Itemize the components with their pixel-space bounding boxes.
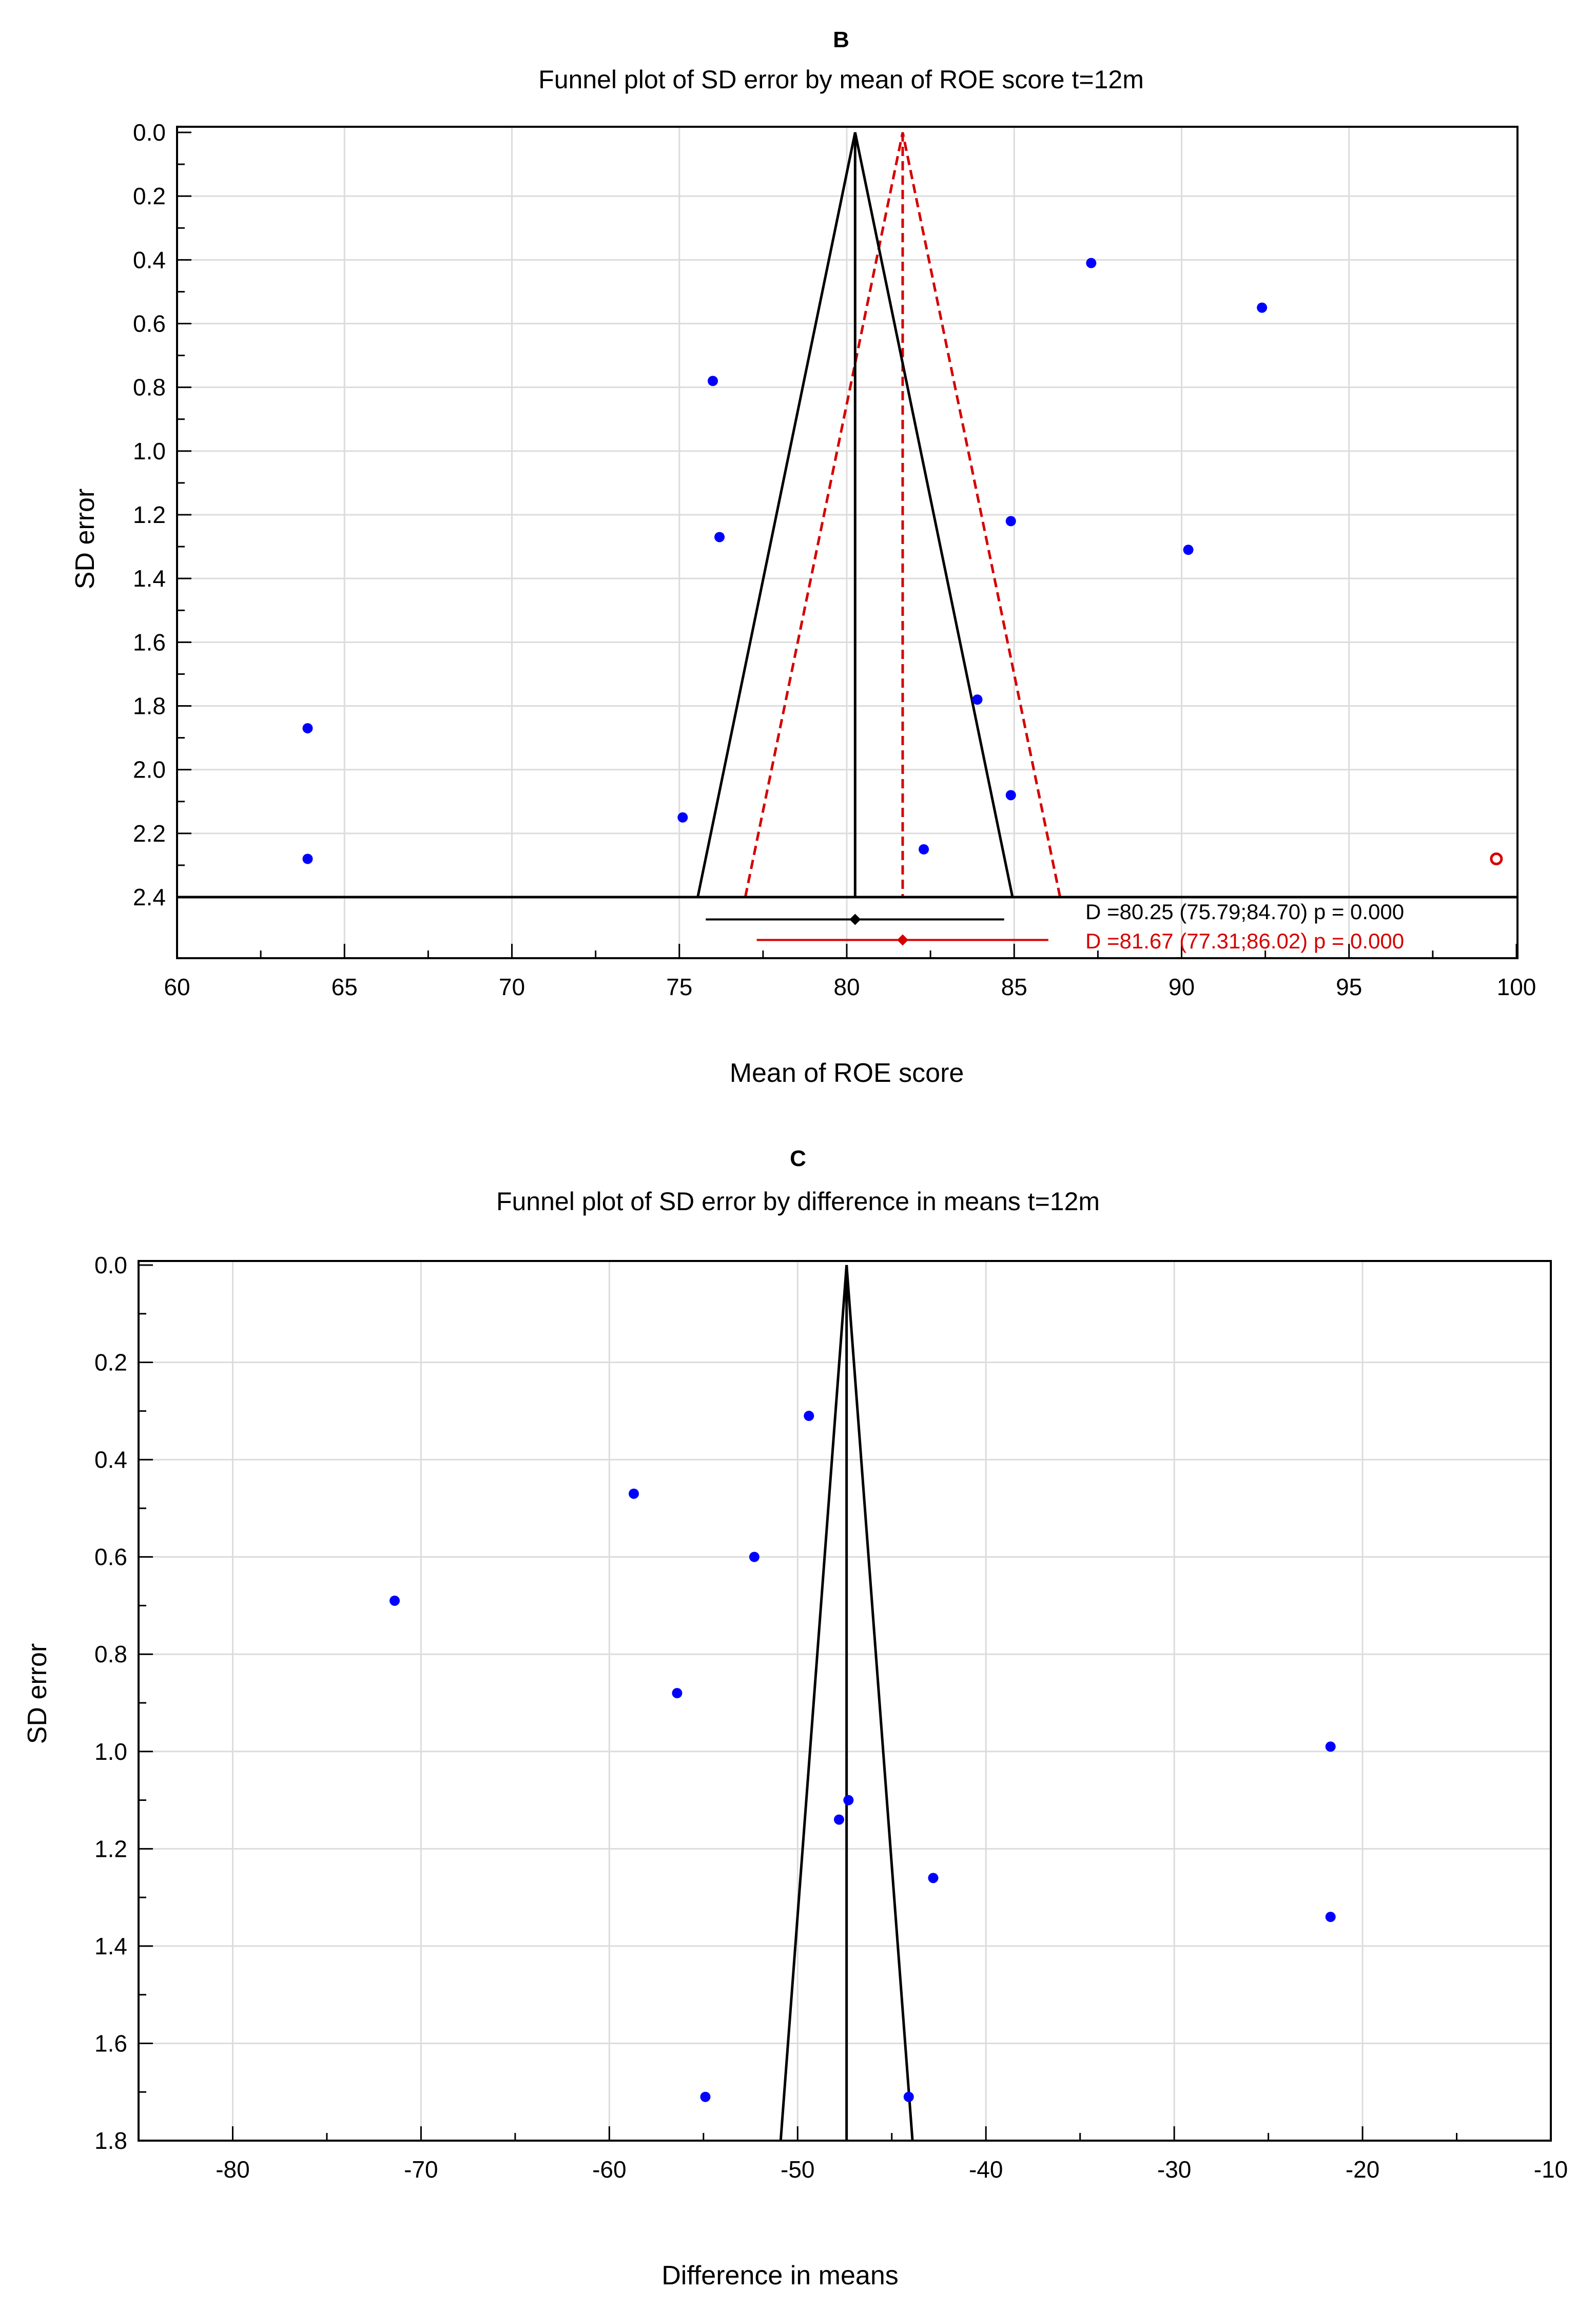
x-tick-label: -80 <box>216 2156 249 2183</box>
y-tick-label: 0.4 <box>133 246 166 273</box>
study-point <box>672 1688 683 1699</box>
study-point <box>833 1814 844 1825</box>
study-point <box>1325 1741 1336 1752</box>
study-point <box>1005 790 1016 801</box>
y-tick-label: 1.0 <box>133 438 166 464</box>
x-tick-label: 65 <box>332 974 358 1000</box>
y-tick-label: 0.2 <box>133 183 166 209</box>
y-tick-label: 0.0 <box>94 1252 127 1278</box>
y-tick-label: 0.4 <box>94 1446 127 1473</box>
y-tick-label: 1.8 <box>94 2127 127 2154</box>
panel-b-x-axis-label: Mean of ROE score <box>730 1058 964 1088</box>
y-tick-label: 2.4 <box>133 884 166 910</box>
study-point <box>903 2091 914 2102</box>
panel-b-pooled-label-fixed: D =80.25 (75.79;84.70) p = 0.000 <box>1085 900 1404 924</box>
x-tick-label: -40 <box>969 2156 1003 2183</box>
panel-b-pooled-label-adjusted: D =81.67 (77.31;86.02) p = 0.000 <box>1085 929 1404 953</box>
study-point <box>1257 302 1268 313</box>
x-tick-label: -60 <box>592 2156 626 2183</box>
study-point <box>390 1595 400 1606</box>
x-tick-label: -50 <box>781 2156 814 2183</box>
x-tick-label: -10 <box>1534 2156 1568 2183</box>
panel-b-study-points <box>302 258 1503 865</box>
y-tick-label: 2.0 <box>133 756 166 783</box>
y-tick-label: 0.6 <box>94 1544 127 1570</box>
study-point <box>843 1795 854 1806</box>
x-tick-label: 90 <box>1169 974 1195 1000</box>
y-tick-label: 1.2 <box>94 1835 127 1862</box>
panel-b-y-axis-label: SD error <box>70 489 100 589</box>
y-tick-label: 2.2 <box>133 820 166 847</box>
study-point <box>1183 545 1194 555</box>
x-tick-label: -30 <box>1157 2156 1191 2183</box>
panel-b-plot-frame <box>176 126 1519 959</box>
panel-b-pooled-estimates <box>706 914 1048 946</box>
y-tick-label: 1.6 <box>94 2030 127 2056</box>
panel-b-title: Funnel plot of SD error by mean of ROE s… <box>538 65 1144 94</box>
panel-c-plot-frame <box>138 1260 1552 2142</box>
study-point <box>972 694 983 705</box>
x-tick-label: -70 <box>404 2156 438 2183</box>
panel-c-funnel <box>779 1265 914 2141</box>
study-point <box>302 853 313 864</box>
y-tick-label: 1.4 <box>94 1933 127 1959</box>
study-point <box>708 376 718 386</box>
x-tick-label: 100 <box>1497 974 1536 1000</box>
y-tick-label: 0.2 <box>94 1349 127 1376</box>
y-tick-label: 0.6 <box>133 310 166 337</box>
y-tick-label: 0.8 <box>133 374 166 401</box>
y-tick-label: 1.2 <box>133 501 166 528</box>
study-point <box>629 1488 639 1499</box>
study-point <box>804 1410 814 1421</box>
panel-c-gridlines <box>139 1261 1551 2141</box>
x-tick-label: 95 <box>1336 974 1362 1000</box>
panel-c-study-points <box>390 1410 1336 2102</box>
study-point <box>1005 516 1016 527</box>
x-tick-label: 80 <box>833 974 860 1000</box>
panel-c-x-axis-label: Difference in means <box>661 2261 899 2290</box>
study-point <box>677 812 688 823</box>
y-tick-label: 1.4 <box>133 565 166 592</box>
panel-c-y-axis-label: SD error <box>23 1643 52 1744</box>
x-tick-label: 85 <box>1001 974 1027 1000</box>
y-tick-label: 0.0 <box>133 119 166 146</box>
panel-c: C Funnel plot of SD error by difference … <box>23 1146 1568 2290</box>
y-tick-label: 1.6 <box>133 629 166 655</box>
study-point <box>749 1551 760 1562</box>
study-point <box>700 2091 711 2102</box>
panel-b: B Funnel plot of SD error by mean of ROE… <box>70 27 1536 1088</box>
panel-c-ticks: -80 -70 -60 -50 -40 -30 -20 -10 0.0 0.2 0.4 0.6 0.8 1… <box>94 1252 1568 2183</box>
study-point <box>1325 1912 1336 1923</box>
panel-b-gridlines <box>177 127 1517 958</box>
study-point <box>928 1873 939 1884</box>
x-tick-label: -20 <box>1346 2156 1379 2183</box>
x-tick-label: 75 <box>666 974 692 1000</box>
panel-c-label: C <box>790 1146 806 1171</box>
imputed-study-point <box>1490 852 1503 865</box>
x-tick-label: 60 <box>164 974 190 1000</box>
y-tick-label: 0.8 <box>94 1641 127 1667</box>
panel-b-funnels <box>177 132 1517 899</box>
pooled-estimate-diamond <box>897 934 908 946</box>
x-tick-label: 70 <box>499 974 525 1000</box>
y-tick-label: 1.8 <box>133 693 166 720</box>
panel-b-label: B <box>833 27 849 52</box>
y-tick-label: 1.0 <box>94 1738 127 1765</box>
pooled-estimate-diamond <box>849 914 861 925</box>
panel-c-title: Funnel plot of SD error by difference in… <box>496 1187 1100 1216</box>
study-point <box>714 532 725 542</box>
study-point <box>302 723 313 733</box>
study-point <box>1086 258 1097 268</box>
study-point <box>919 844 929 855</box>
